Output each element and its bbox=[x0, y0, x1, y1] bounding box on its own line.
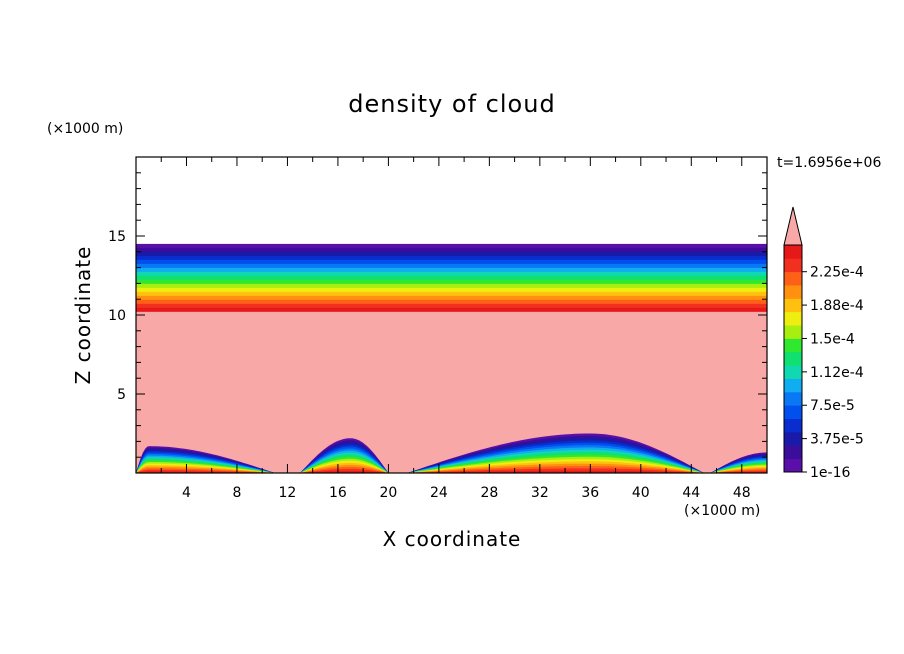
colorbar-segment bbox=[784, 391, 802, 406]
colorbar-segment bbox=[784, 245, 802, 259]
cloud-band bbox=[136, 271, 767, 277]
colorbar-segment bbox=[784, 271, 802, 286]
cloud-band bbox=[136, 299, 767, 305]
colorbar-segment bbox=[784, 298, 802, 313]
saturated-region bbox=[136, 311, 767, 473]
surface-cloud-hump bbox=[407, 433, 704, 473]
chart-title: density of cloud bbox=[348, 90, 555, 118]
colorbar-segment bbox=[784, 351, 802, 366]
x-tick-label: 12 bbox=[279, 485, 297, 501]
x-tick-label: 4 bbox=[182, 485, 191, 501]
colorbar-segment bbox=[784, 378, 802, 393]
surface-cloud-hump bbox=[710, 452, 767, 473]
cloud-band bbox=[136, 291, 767, 297]
cloud-band bbox=[136, 243, 767, 249]
cloud-band bbox=[136, 251, 767, 257]
x-tick-label: 44 bbox=[682, 485, 700, 501]
cloud-band bbox=[136, 267, 767, 273]
x-tick-label: 16 bbox=[329, 485, 347, 501]
x-tick-label: 48 bbox=[733, 485, 751, 501]
cloud-band bbox=[136, 275, 767, 281]
surface-cloud-hump bbox=[136, 446, 275, 473]
cloud-band bbox=[136, 263, 767, 269]
surface-cloud-hump bbox=[300, 438, 389, 473]
x-unit-label: (×1000 m) bbox=[684, 503, 760, 519]
colorbar-segment bbox=[784, 458, 802, 473]
colorbar-segment bbox=[784, 311, 802, 326]
colorbar-segment bbox=[784, 445, 802, 460]
colorbar-segment bbox=[784, 365, 802, 379]
cloud-band bbox=[136, 283, 767, 289]
cloud-band bbox=[136, 307, 767, 313]
colorbar-segment bbox=[784, 418, 802, 433]
x-tick-label: 36 bbox=[581, 485, 599, 501]
x-tick-label: 8 bbox=[232, 485, 241, 501]
colorbar-label: 1e-16 bbox=[810, 465, 850, 481]
y-unit-label: (×1000 m) bbox=[47, 121, 123, 137]
colorbar-label: 7.5e-5 bbox=[810, 398, 855, 414]
y-tick-label: 10 bbox=[108, 308, 126, 324]
colorbar-segment bbox=[784, 405, 802, 419]
colorbar-label: 2.25e-4 bbox=[810, 265, 864, 281]
x-tick-label: 40 bbox=[632, 485, 650, 501]
x-tick-label: 32 bbox=[531, 485, 549, 501]
cloud-band bbox=[136, 255, 767, 261]
cloud-band bbox=[136, 279, 767, 285]
cloud-band bbox=[136, 295, 767, 301]
x-tick-label: 24 bbox=[430, 485, 448, 501]
cloud-band bbox=[136, 303, 767, 309]
time-label: t=1.6956e+06 bbox=[777, 155, 881, 171]
x-tick-label: 28 bbox=[480, 485, 498, 501]
colorbar-label: 1.5e-4 bbox=[810, 331, 855, 347]
density-field bbox=[136, 243, 767, 473]
x-axis-title: X coordinate bbox=[383, 527, 522, 551]
colorbar-label: 1.12e-4 bbox=[810, 365, 864, 381]
y-axis-title: Z coordinate bbox=[71, 246, 95, 385]
colorbar: 1e-16 3.75e-5 7.5e-5 1.12e-4 1.5e-4 1.88e-4 2.… bbox=[783, 206, 864, 481]
y-tick-label: 5 bbox=[117, 387, 126, 403]
cloud-band bbox=[136, 287, 767, 293]
cloud-band bbox=[136, 259, 767, 265]
y-axis: 5 10 15 bbox=[108, 172, 767, 458]
y-tick-label: 15 bbox=[108, 229, 126, 245]
x-tick-label: 20 bbox=[379, 485, 397, 501]
cloud-band bbox=[136, 247, 767, 253]
colorbar-frame bbox=[783, 244, 803, 473]
colorbar-segment bbox=[784, 258, 802, 273]
colorbar-segment bbox=[784, 431, 802, 446]
colorbar-label: 1.88e-4 bbox=[810, 298, 864, 314]
colorbar-label: 3.75e-5 bbox=[810, 432, 864, 448]
x-axis: 4 8 12 16 20 24 28 32 36 40 44 48 bbox=[160, 157, 751, 501]
colorbar-segment bbox=[784, 325, 802, 339]
colorbar-segment bbox=[784, 338, 802, 353]
colorbar-segment bbox=[784, 285, 802, 299]
